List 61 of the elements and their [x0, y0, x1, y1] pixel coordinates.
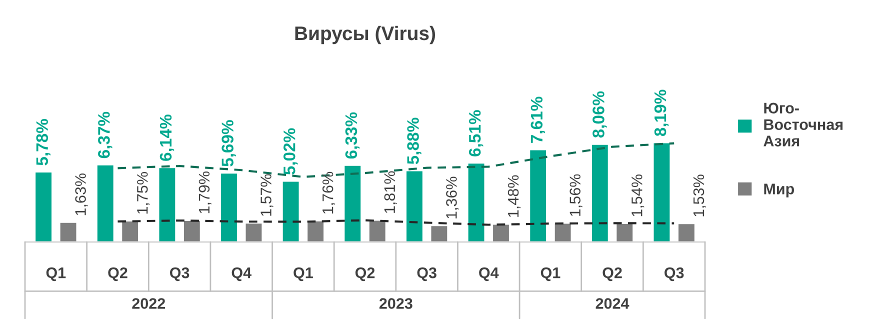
x-tick-label: Q2 — [108, 267, 128, 282]
data-label: 1,63% — [75, 173, 88, 216]
bar — [553, 222, 572, 242]
x-tick-label: Q3 — [664, 267, 684, 282]
text: 2023 — [379, 298, 412, 309]
bar — [466, 162, 486, 242]
data-label: 5,02% — [283, 128, 298, 175]
bar — [220, 172, 238, 242]
bar — [492, 223, 510, 242]
bar — [281, 180, 300, 242]
data-label: 1,79% — [198, 172, 212, 214]
bar — [615, 222, 634, 242]
data-label: 1,76% — [322, 172, 336, 214]
data-label: 1,81% — [384, 171, 397, 213]
data-label: 1,56% — [570, 174, 582, 216]
x-tick-label: Q2 — [602, 267, 622, 282]
x-tick-label: Q4 — [479, 267, 499, 282]
data-label: 1,57% — [260, 174, 274, 216]
bar — [182, 220, 202, 242]
bar — [158, 166, 177, 242]
bar — [430, 224, 449, 242]
x-tick-label: Q2 — [355, 267, 375, 282]
bar — [244, 222, 264, 242]
x-tick-label: Q1 — [540, 267, 560, 282]
chart-title: Вирусы (Virus) — [295, 26, 436, 44]
text: 2022 — [132, 298, 166, 309]
data-label: 1,54% — [632, 174, 644, 216]
data-label: 1,36% — [446, 176, 459, 218]
bar — [306, 220, 325, 242]
data-label: 6,37% — [98, 112, 112, 158]
bar — [368, 219, 387, 242]
data-label: 6,14% — [160, 114, 174, 161]
data-label: 8,06% — [592, 91, 607, 138]
data-label: 1,48% — [508, 175, 521, 217]
x-tick-label: Q3 — [170, 267, 190, 282]
bar — [34, 171, 53, 242]
legend-label: Мир — [764, 184, 794, 198]
bar — [528, 148, 548, 242]
bar — [652, 142, 672, 242]
text: 2024 — [596, 298, 630, 309]
data-label: 1,75% — [137, 172, 150, 214]
x-tick-label: Q1 — [46, 267, 66, 282]
data-label: 5,88% — [407, 118, 422, 164]
bar — [58, 222, 78, 242]
bar — [590, 143, 610, 242]
bar — [96, 164, 115, 242]
data-label: 1,53% — [693, 174, 706, 216]
x-tick-label: Q4 — [232, 267, 252, 282]
bar — [120, 220, 140, 242]
data-label: 8,19% — [654, 90, 669, 136]
x-tick-label: Q1 — [294, 267, 313, 282]
data-label: 5,69% — [222, 120, 236, 166]
data-label: 6,51% — [468, 110, 484, 156]
bar — [343, 164, 362, 242]
x-tick-label: Q3 — [417, 267, 436, 282]
legend-label: Юго-Восточная Азия — [764, 102, 843, 146]
data-label: 6,33% — [345, 112, 360, 159]
bar — [405, 170, 424, 242]
data-label: 7,61% — [530, 96, 545, 143]
bar — [677, 222, 696, 242]
data-label: 5,78% — [36, 119, 50, 166]
